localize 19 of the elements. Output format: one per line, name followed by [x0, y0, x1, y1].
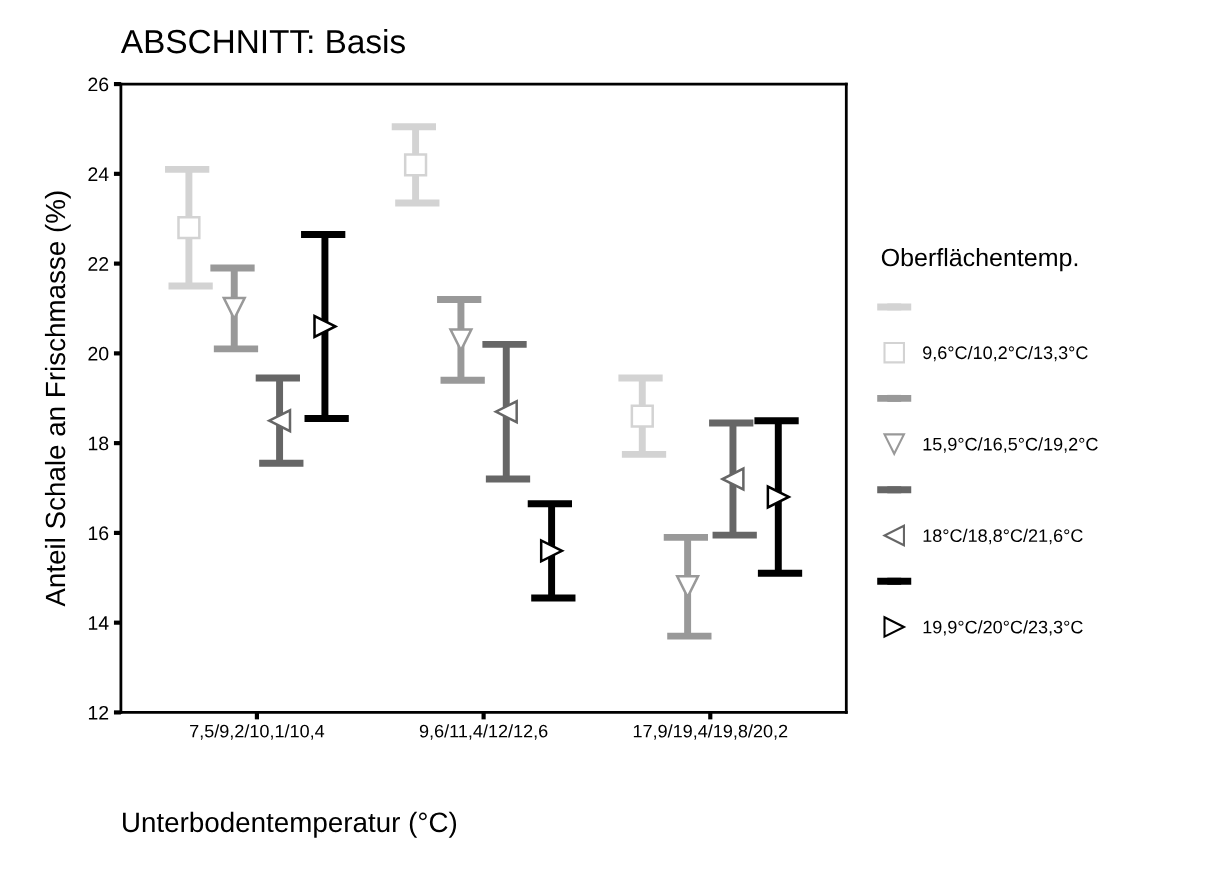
y-tick-label: 16 — [88, 526, 109, 541]
y-tick-label: 14 — [88, 616, 109, 630]
x-tick-label: 17,9/19,4/19,8/20,2 — [633, 724, 788, 740]
legend-title: Oberflächentemp. — [881, 247, 1078, 272]
legend-label: 9,6°C/10,2°C/13,3°C — [923, 345, 1088, 362]
x-tick-label: 7,5/9,2/10,1/10,4 — [190, 724, 325, 740]
y-tick-label: 18 — [88, 436, 109, 451]
y-tick-label: 22 — [88, 257, 109, 271]
legend-label: 19,9°C/20°C/23,3°C — [923, 620, 1083, 636]
y-axis-title: Anteil Schale an Frischmasse (%) — [44, 191, 71, 607]
chart-title: ABSCHNITT: Basis — [120, 28, 405, 54]
legend-label: 15,9°C/16,5°C/19,2°C — [923, 437, 1098, 453]
x-axis-title: Unterbodentemperatur (°C) — [123, 811, 457, 838]
y-tick-label: 12 — [88, 705, 109, 720]
y-tick-label: 24 — [88, 167, 109, 181]
y-tick-label: 20 — [88, 346, 109, 361]
y-tick-label: 26 — [88, 77, 109, 92]
x-tick-label: 9,6/11,4/12/12,6 — [419, 724, 548, 740]
legend-label: 18°C/18,8°C/21,6°C — [923, 528, 1083, 545]
